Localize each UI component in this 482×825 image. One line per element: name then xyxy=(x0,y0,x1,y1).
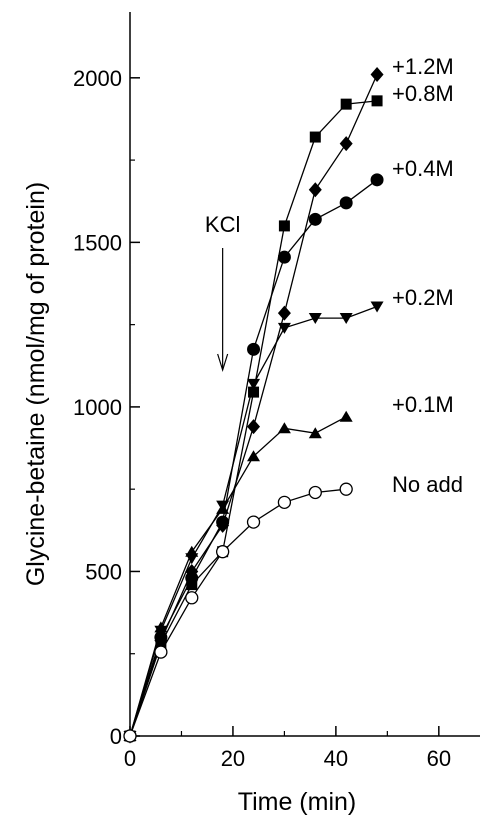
data-point-diamond xyxy=(247,419,261,435)
data-point-square xyxy=(309,131,321,143)
data-point-square xyxy=(186,579,198,591)
data-point-triangle-up xyxy=(247,450,261,462)
y-tick-label: 1000 xyxy=(73,395,122,420)
data-point-triangle-down xyxy=(370,301,384,313)
data-point-open-circle xyxy=(308,485,322,500)
data-point-triangle-down xyxy=(339,313,353,325)
data-point-triangle-up xyxy=(185,545,199,557)
series-line xyxy=(129,488,347,737)
data-point-open-circle xyxy=(154,645,168,659)
y-tick-label: 500 xyxy=(85,559,122,584)
series-label: +0.4M xyxy=(392,156,454,181)
data-point-circle xyxy=(370,173,384,187)
series-label: +0.2M xyxy=(392,285,454,310)
data-point-diamond xyxy=(277,305,291,321)
data-point-triangle-up xyxy=(339,410,353,422)
data-point-triangle-up xyxy=(216,502,230,514)
data-point-triangle-down xyxy=(308,313,322,325)
series-markers xyxy=(123,410,353,741)
x-axis-title: Time (min) xyxy=(238,788,357,816)
data-point-circle xyxy=(216,515,230,529)
series-label: +0.1M xyxy=(392,392,454,417)
data-point-open-circle xyxy=(277,495,292,509)
x-tick-label: 60 xyxy=(427,746,451,771)
data-point-circle xyxy=(308,212,322,226)
data-point-triangle-down xyxy=(277,322,291,334)
series-label: No add xyxy=(392,472,463,497)
x-tick-label: 20 xyxy=(221,746,245,771)
data-point-square xyxy=(278,220,290,232)
data-point-triangle-down xyxy=(247,378,261,390)
data-point-open-circle xyxy=(123,729,137,743)
kcl-arrow-head xyxy=(217,353,229,373)
data-point-open-circle xyxy=(215,545,230,559)
series-layer xyxy=(123,67,384,744)
data-point-triangle-up xyxy=(154,621,168,633)
data-point-diamond xyxy=(370,67,384,83)
data-point-circle xyxy=(247,342,261,356)
kcl-annotation-label: KCl xyxy=(205,212,240,237)
data-point-diamond xyxy=(308,182,322,198)
data-point-triangle-up xyxy=(308,427,322,439)
data-point-square xyxy=(340,98,352,110)
kcl-arrow-icon xyxy=(217,248,229,373)
data-point-open-circle xyxy=(185,591,199,605)
data-point-square xyxy=(371,95,383,107)
series-line xyxy=(129,416,347,737)
y-tick-label: 2000 xyxy=(73,66,122,91)
data-point-open-circle xyxy=(339,482,353,496)
series-label: +0.8M xyxy=(392,81,454,106)
series-labels: +1.2M+0.8M +0.4M +0.2M +0.1M No add xyxy=(392,54,463,497)
data-point-circle xyxy=(185,571,199,585)
data-point-diamond xyxy=(339,136,353,152)
axes: 0 500 1000 1500 2000 0 20 40 60 xyxy=(73,12,480,771)
data-point-square xyxy=(155,638,167,650)
data-point-circle xyxy=(339,196,353,210)
x-tick-label: 40 xyxy=(324,746,348,771)
series-markers xyxy=(123,482,353,743)
y-tick-label: 1500 xyxy=(73,230,122,255)
data-point-circle xyxy=(154,630,168,644)
data-point-triangle-up xyxy=(277,422,291,434)
series-label: +1.2M xyxy=(392,54,454,79)
x-tick-label: 0 xyxy=(124,746,136,771)
data-point-square xyxy=(248,386,260,398)
y-axis-title: Glycine-betaine (nmol/mg of protein) xyxy=(22,182,50,586)
data-point-open-circle xyxy=(246,515,261,529)
y-tick-label: 0 xyxy=(110,724,122,749)
data-point-circle xyxy=(277,250,291,264)
